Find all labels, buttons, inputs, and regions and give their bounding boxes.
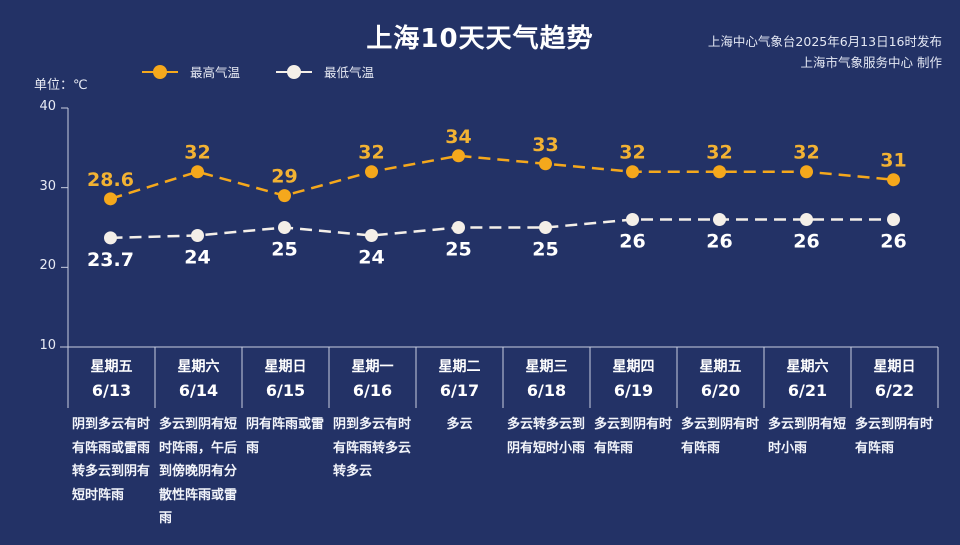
unit-label: 单位：℃ [34,78,88,93]
date-label: 6/15 [265,381,306,400]
low-temp-label: 26 [793,231,819,253]
day-header: 星期六 6/14 [155,348,242,408]
high-temp-point[interactable] [626,165,639,179]
weather-description: 阴到多云有时 有阵雨或雷雨 转多云到阴有 短时阵雨 [72,417,151,503]
weekday-label: 星期三 [525,359,568,375]
weekday-label: 星期一 [351,359,394,375]
weather-description: 多云 [446,417,473,432]
high-temp-point[interactable] [104,192,117,206]
y-tick-label: 40 [39,99,56,114]
low-temp-point[interactable] [191,228,204,242]
low-temp-point[interactable] [365,228,378,242]
legend-item-low[interactable]: 最低气温 [276,62,374,81]
producer-credit: 上海市气象服务中心 制作 [800,55,942,70]
low-temp-label: 26 [880,231,906,253]
day-header: 星期六 6/21 [764,348,851,408]
high-temp-label: 28.6 [87,169,134,191]
date-label: 6/14 [178,381,219,400]
low-temp-point[interactable] [626,213,639,227]
date-label: 6/22 [874,381,915,400]
weather-description: 多云到阴有短 时小雨 [768,417,847,456]
low-temp-point[interactable] [452,221,465,234]
high-temp-point[interactable] [365,165,378,179]
high-temp-point[interactable] [887,173,900,187]
weekday-label: 星期五 [699,359,742,375]
weekday-label: 星期六 [177,359,220,375]
legend-label-high: 最高气温 [190,65,241,80]
low-temp-point[interactable] [539,221,552,234]
low-temp-point[interactable] [104,231,117,245]
y-tick-label: 30 [39,178,56,194]
legend-label-low: 最低气温 [324,65,375,80]
weather-description: 多云到阴有短 时阵雨，午后 到傍晚阴有分 散性阵雨或雷雨 [159,417,238,526]
weekday-label: 星期四 [612,359,655,375]
day-header: 星期一 6/16 [329,348,416,408]
low-temp-label: 25 [271,239,297,261]
low-temp-label: 24 [184,246,210,268]
high-temp-label: 33 [532,134,558,156]
high-temp-label: 31 [880,150,906,172]
low-temp-point[interactable] [800,213,813,227]
date-label: 6/13 [91,381,132,400]
low-temp-label: 24 [358,246,384,268]
weather-description: 多云到阴有时 有阵雨 [855,417,934,456]
day-header: 星期二 6/17 [416,348,503,408]
high-temp-point[interactable] [713,165,726,179]
high-temp-point[interactable] [539,157,552,171]
low-temp-point[interactable] [278,221,291,234]
high-temp-label: 34 [445,126,471,148]
high-temp-point[interactable] [800,165,813,179]
high-temp-label: 32 [706,142,732,164]
line-dot-white-icon [276,64,312,79]
high-temp-label: 32 [184,142,210,164]
line-dot-orange-icon [142,64,178,79]
high-temp-label: 29 [271,166,297,188]
low-temp-point[interactable] [713,213,726,227]
weekday-label: 星期日 [873,359,916,375]
day-header: 星期五 6/20 [677,348,764,408]
weekday-label: 星期五 [90,359,133,375]
weather-description: 阴有阵雨或雷雨 [246,417,325,456]
date-label: 6/18 [526,381,567,400]
high-temp-line [110,154,894,201]
high-temp-point[interactable] [452,149,465,163]
high-temp-label: 32 [619,142,645,164]
low-temp-label: 23.7 [87,249,134,271]
day-header: 星期三 6/18 [503,348,590,408]
date-label: 6/16 [352,381,393,400]
weather-description: 多云转多云到 阴有短时小雨 [507,417,586,456]
weekday-label: 星期日 [264,359,307,375]
date-label: 6/17 [439,381,480,400]
day-header: 星期四 6/19 [590,348,677,408]
low-temp-label: 26 [619,231,645,253]
high-temp-point[interactable] [191,165,204,179]
issuer-credit: 上海中心气象台2025年6月13日16时发布 [707,34,942,49]
day-header: 星期五 6/13 [68,348,155,408]
page-title: 上海10天天气趋势 [366,24,594,54]
date-label: 6/19 [613,381,654,400]
weather-description: 多云到阴有时 有阵雨 [594,417,673,456]
date-label: 6/20 [700,381,741,400]
weekday-label: 星期六 [786,359,829,375]
high-temp-label: 32 [793,142,819,164]
low-temp-point[interactable] [887,213,900,227]
low-temp-label: 25 [445,239,471,261]
low-temp-label: 25 [532,239,558,261]
low-temp-label: 26 [706,231,732,253]
low-temp-line [110,218,894,240]
legend-item-high[interactable]: 最高气温 [142,62,240,81]
weekday-label: 星期二 [438,359,481,375]
date-label: 6/21 [787,381,828,400]
day-header: 星期日 6/22 [851,348,938,408]
high-temp-point[interactable] [278,189,291,203]
y-tick-label: 10 [39,338,56,353]
weather-description: 阴到多云有时 有阵雨转多云 转多云 [333,417,412,479]
weather-description: 多云到阴有时 有阵雨 [681,417,760,456]
y-tick-label: 20 [39,258,56,274]
high-temp-label: 32 [358,142,384,164]
day-header: 星期日 6/15 [242,348,329,408]
